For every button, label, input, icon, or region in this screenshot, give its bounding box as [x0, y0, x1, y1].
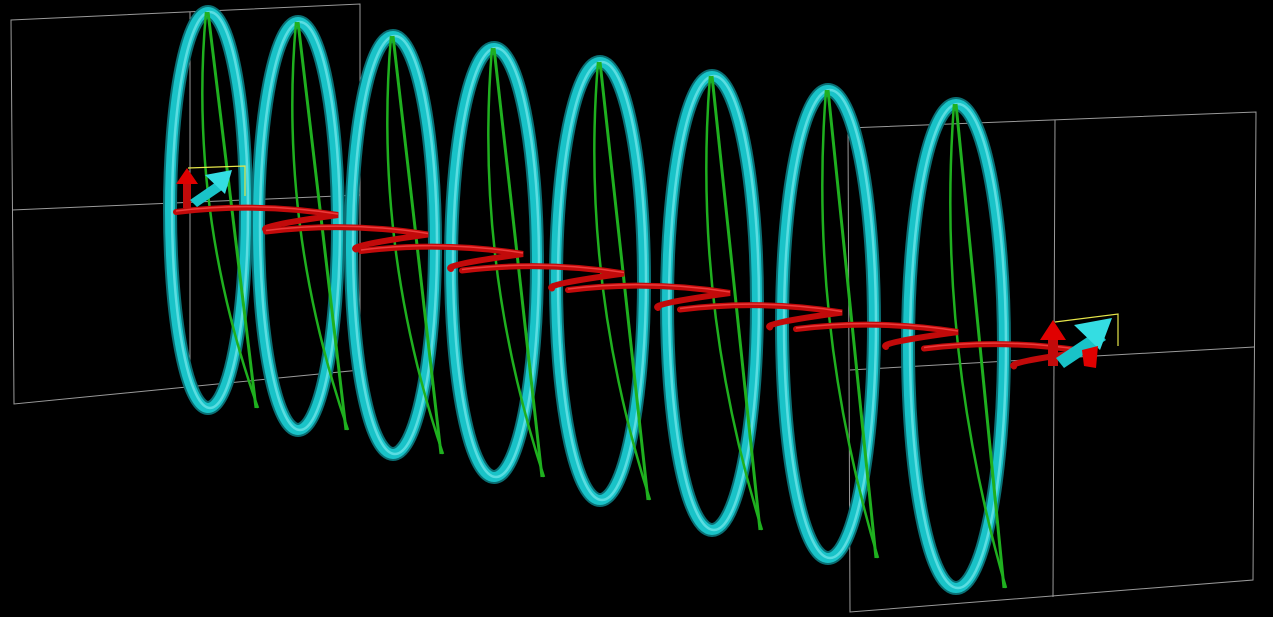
red-wave-highlight: [175, 205, 339, 215]
origin-arrows-left: [176, 165, 246, 208]
red-wave-highlight: [360, 244, 524, 254]
helix-group: [163, 5, 1011, 595]
red-wave-segment: [358, 243, 524, 272]
red-wave-segment: [173, 204, 339, 233]
green-sine-segment: [598, 61, 650, 501]
red-wave-segment: [793, 321, 959, 350]
red-wave-group: [173, 204, 1087, 370]
yellow-arrow-right: [1054, 313, 1119, 346]
cyan-arrow-head-right: [1074, 318, 1112, 350]
red-wave-segment: [677, 302, 843, 331]
green-sine-segment-back: [705, 75, 764, 531]
red-arrow-head-right: [1040, 320, 1066, 340]
red-arrow-base-right: [1082, 346, 1098, 368]
red-wave-segment: [263, 224, 429, 253]
red-wave-highlight: [265, 225, 429, 235]
green-sine-segment-back: [593, 61, 652, 501]
green-sine-segment-back: [487, 47, 546, 478]
green-sine-segment: [492, 47, 544, 478]
red-wave-highlight: [679, 303, 843, 313]
red-arrow-shaft-right: [1048, 336, 1058, 366]
red-wave-highlight: [567, 283, 731, 293]
red-arrow-head-left: [176, 168, 198, 184]
helix-tube-highlight: [451, 46, 541, 479]
red-wave-highlight: [923, 342, 1087, 352]
red-wave-highlight: [461, 264, 625, 274]
red-wave-segment: [459, 263, 625, 292]
red-arrow-shaft-left: [183, 182, 191, 208]
yellow-arrow-left: [187, 165, 246, 196]
cyan-arrow-head-left: [205, 170, 232, 194]
red-wave-segment: [565, 282, 731, 311]
helix-tube-highlight: [556, 60, 648, 502]
red-wave-highlight: [795, 322, 959, 332]
origin-arrows-right: [1040, 313, 1119, 368]
